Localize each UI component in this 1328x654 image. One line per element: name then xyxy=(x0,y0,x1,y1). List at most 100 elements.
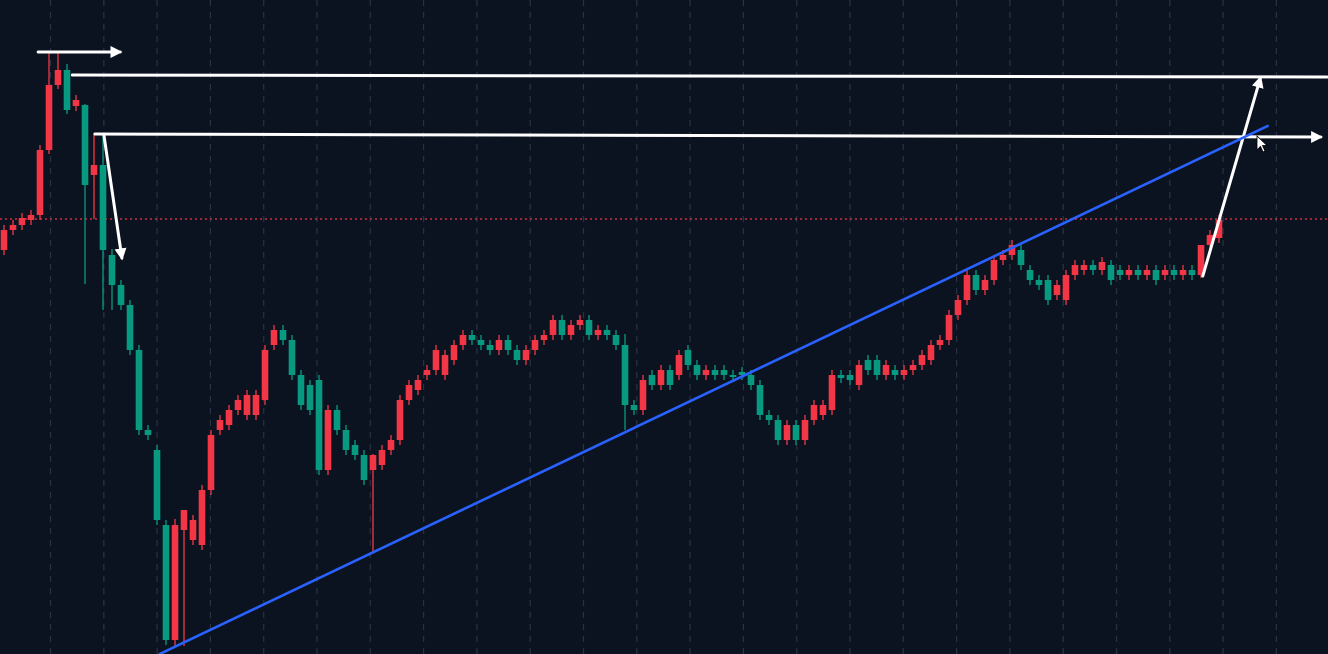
candle xyxy=(1089,260,1097,275)
candle-body xyxy=(540,335,548,340)
candle xyxy=(90,134,98,219)
candle xyxy=(288,335,296,380)
candle xyxy=(459,330,467,350)
candle xyxy=(432,345,440,375)
candle xyxy=(378,445,386,470)
candle xyxy=(423,365,431,380)
candle xyxy=(1053,280,1061,300)
candle xyxy=(108,249,116,310)
arrow-drawing xyxy=(1201,75,1264,278)
candle xyxy=(63,64,71,114)
candle xyxy=(909,360,917,375)
candle-body xyxy=(477,340,485,345)
candle xyxy=(864,355,872,375)
candle-body xyxy=(864,360,872,370)
candle-body xyxy=(999,255,1007,260)
candle xyxy=(666,365,674,390)
candle-body xyxy=(162,525,170,640)
candle xyxy=(81,104,89,284)
candle xyxy=(261,345,269,405)
candle-body xyxy=(810,405,818,420)
candle-body xyxy=(144,430,152,435)
candle xyxy=(810,400,818,425)
candle xyxy=(1008,240,1016,260)
candle-body xyxy=(153,450,161,520)
candle-body xyxy=(414,380,422,390)
candle-body xyxy=(1152,270,1160,280)
candle-body xyxy=(288,340,296,375)
candle xyxy=(18,213,26,230)
candle-body xyxy=(873,360,881,375)
candle xyxy=(1044,275,1052,305)
candle-body xyxy=(378,450,386,465)
candle-body xyxy=(90,165,98,175)
candle-body xyxy=(1089,265,1097,270)
candle xyxy=(648,370,656,390)
candle-body xyxy=(639,380,647,410)
candle-body xyxy=(774,420,782,440)
candle-body xyxy=(171,525,179,640)
candle xyxy=(900,365,908,380)
candle-body xyxy=(504,340,512,350)
candle xyxy=(306,380,314,415)
candle xyxy=(279,325,287,345)
candle xyxy=(801,415,809,445)
candle xyxy=(216,415,224,435)
candle xyxy=(162,520,170,645)
candle xyxy=(828,370,836,415)
candle xyxy=(1197,245,1205,278)
candle-body xyxy=(630,405,638,410)
candle xyxy=(675,350,683,380)
candle-body xyxy=(279,330,287,340)
candle-body xyxy=(1143,270,1151,275)
candle-body xyxy=(243,395,251,415)
candle-body xyxy=(63,70,71,110)
candle-body xyxy=(666,370,674,385)
candle xyxy=(711,365,719,380)
candle-body xyxy=(135,350,143,430)
arrow-drawing xyxy=(93,130,1324,143)
candle xyxy=(1125,265,1133,280)
candle-body xyxy=(783,425,791,440)
candle xyxy=(1017,245,1025,270)
candle-body xyxy=(270,330,278,345)
candles xyxy=(0,52,1223,646)
candle xyxy=(918,350,926,370)
candle xyxy=(594,325,602,340)
candle xyxy=(702,365,710,380)
candle-body xyxy=(9,225,17,230)
candle-body xyxy=(1062,275,1070,300)
candle xyxy=(513,345,521,365)
candle xyxy=(765,410,773,425)
candle xyxy=(342,425,350,455)
candle-body xyxy=(432,350,440,370)
candle xyxy=(153,445,161,525)
candle-body xyxy=(711,370,719,375)
candle-body xyxy=(702,370,710,375)
candle xyxy=(549,315,557,340)
candle xyxy=(45,52,53,154)
candle xyxy=(945,310,953,345)
candle xyxy=(9,220,17,235)
candle-body xyxy=(180,510,188,530)
candle-body xyxy=(657,370,665,385)
candle-body xyxy=(495,340,503,350)
candle xyxy=(504,335,512,355)
candle-body xyxy=(486,345,494,350)
candle xyxy=(855,360,863,390)
candle-body xyxy=(360,455,368,480)
candle-body xyxy=(54,70,62,85)
candle xyxy=(1179,265,1187,280)
candle-body xyxy=(1026,270,1034,280)
candle xyxy=(1062,270,1070,305)
candle-body xyxy=(252,395,260,415)
candle-body xyxy=(927,345,935,360)
horizontal-level-line xyxy=(70,73,1328,79)
trendline xyxy=(158,124,1269,654)
candle-body xyxy=(315,380,323,470)
candle-body xyxy=(126,305,134,350)
candle xyxy=(540,330,548,345)
candle xyxy=(657,365,665,390)
candle xyxy=(450,340,458,365)
